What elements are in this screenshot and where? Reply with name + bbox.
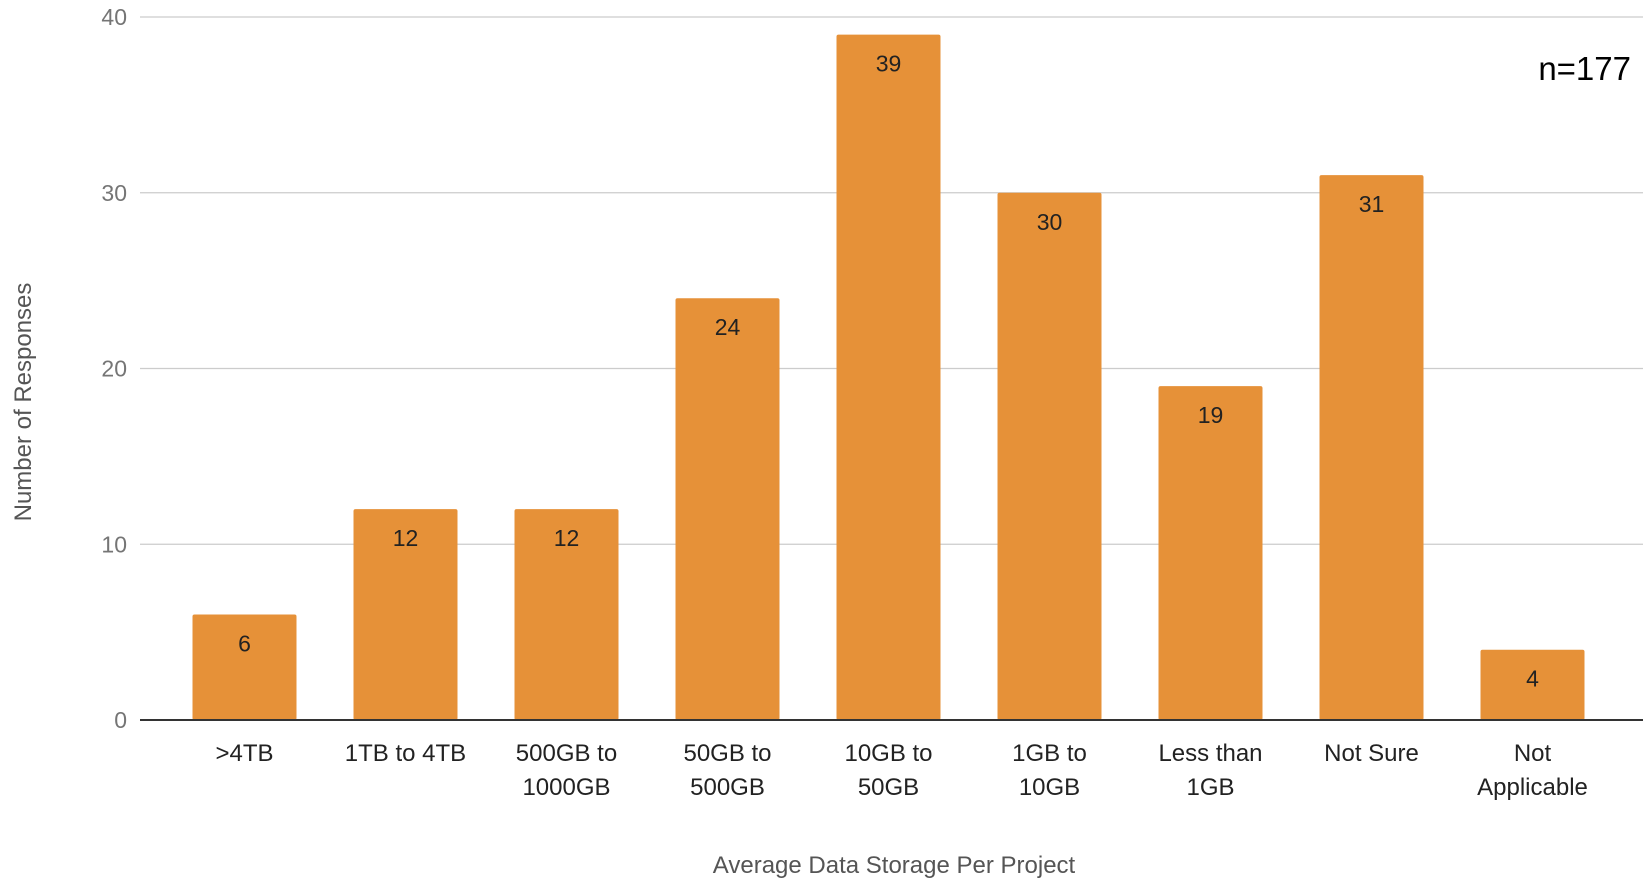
category-label: 50GB to 500GB [683, 740, 771, 801]
data-label: 30 [1037, 209, 1063, 235]
category-label-line: 10GB to [844, 740, 932, 767]
data-label: 19 [1198, 402, 1224, 428]
category-label-line: 500GB [690, 774, 765, 801]
bar [192, 614, 297, 720]
y-tick-label: 10 [101, 531, 127, 557]
category-label-line: 1GB [1186, 774, 1234, 801]
category-label: Not Applicable [1477, 740, 1588, 801]
category-label-line: Applicable [1477, 774, 1588, 801]
data-label: 6 [238, 631, 251, 657]
data-labels: 6 12 12 24 39 30 19 31 4 [238, 51, 1539, 692]
y-tick-label: 40 [101, 4, 127, 30]
bar [836, 34, 941, 720]
category-label: 500GB to 1000GB [516, 740, 617, 801]
category-label: 10GB to 50GB [844, 740, 932, 801]
y-tick-label: 0 [114, 707, 127, 733]
x-axis-title: Average Data Storage Per Project [713, 852, 1076, 879]
bar [675, 298, 780, 720]
category-label-line: Less than [1158, 740, 1262, 767]
category-label-line: >4TB [215, 740, 273, 767]
data-label: 31 [1359, 191, 1385, 217]
category-label-line: Not Sure [1324, 740, 1419, 767]
y-tick-label: 20 [101, 356, 127, 382]
category-label: >4TB [215, 740, 273, 767]
category-label-line: 50GB to [683, 740, 771, 767]
x-category-labels: >4TB 1TB to 4TB 500GB to 1000GB 50GB to 500GB… [215, 740, 1587, 801]
category-label-line: 50GB [858, 774, 919, 801]
bar [514, 509, 619, 720]
category-label-line: Not [1514, 740, 1552, 767]
category-label-line: 500GB to [516, 740, 617, 767]
data-label: 24 [715, 314, 741, 340]
y-tick-labels: 0 10 20 30 40 [101, 4, 127, 733]
sample-size-annotation: n=177 [1538, 50, 1631, 87]
y-axis-title: Number of Responses [10, 283, 37, 522]
bar [1158, 386, 1263, 720]
category-label-line: 10GB [1019, 774, 1080, 801]
bar [997, 192, 1102, 720]
category-label-line: 1GB to [1012, 740, 1087, 767]
category-label: 1TB to 4TB [345, 740, 466, 767]
data-label: 39 [876, 51, 902, 77]
bars [192, 34, 1585, 721]
category-label-line: 1TB to 4TB [345, 740, 466, 767]
category-label: Not Sure [1324, 740, 1419, 767]
bar [1319, 175, 1424, 721]
category-label: Less than 1GB [1158, 740, 1262, 801]
bar [1480, 649, 1585, 720]
category-label: 1GB to 10GB [1012, 740, 1087, 801]
data-label: 12 [393, 525, 419, 551]
category-label-line: 1000GB [522, 774, 610, 801]
bar [353, 509, 458, 720]
data-label: 4 [1526, 666, 1539, 692]
y-tick-label: 30 [101, 180, 127, 206]
data-label: 12 [554, 525, 580, 551]
